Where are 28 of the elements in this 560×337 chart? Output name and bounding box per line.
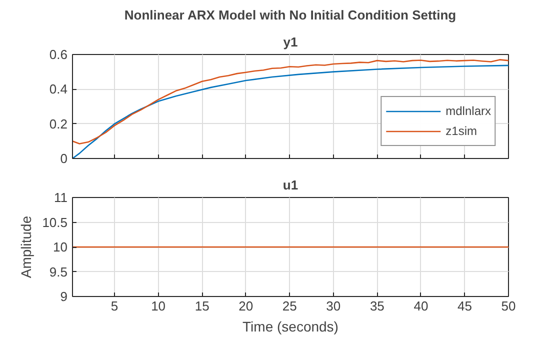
y-tick-label: 0.2 xyxy=(49,116,68,132)
y-tick-label: 0.4 xyxy=(49,82,68,97)
y-tick-label: 10.5 xyxy=(42,214,68,230)
x-tick-label: 30 xyxy=(326,298,341,314)
x-tick-label: 20 xyxy=(238,298,254,314)
y-tick-label: 9 xyxy=(60,289,68,304)
chart-title: u1 xyxy=(282,178,298,192)
y-tick-label: 10 xyxy=(53,240,68,254)
y-tick-label: 0 xyxy=(60,151,68,166)
x-tick-label: 35 xyxy=(370,298,384,314)
x-tick-label: 10 xyxy=(151,298,166,314)
y-tick-label: 11 xyxy=(54,190,68,205)
legend-label: mdlnlarx xyxy=(446,104,491,118)
x-axis-title: Time (seconds) xyxy=(242,318,338,334)
y-tick-label: 9.5 xyxy=(49,264,68,280)
chart-title: Nonlinear ARX Model with No Initial Condition Setting xyxy=(124,8,456,22)
legend-label: z1sim xyxy=(446,124,477,138)
x-tick-label: 50 xyxy=(501,298,516,314)
line-series xyxy=(72,59,508,144)
x-tick-label: 15 xyxy=(194,298,210,314)
x-tick-label: 40 xyxy=(414,298,428,314)
line-series xyxy=(72,64,508,158)
y-tick-label: 0.6 xyxy=(49,47,68,62)
y-axis-title: Amplitude xyxy=(18,216,34,278)
x-tick-label: 25 xyxy=(282,298,297,314)
chart-subtitle: y1 xyxy=(283,34,298,50)
x-tick-label: 5 xyxy=(110,298,118,314)
x-tick-label: 45 xyxy=(457,298,472,314)
